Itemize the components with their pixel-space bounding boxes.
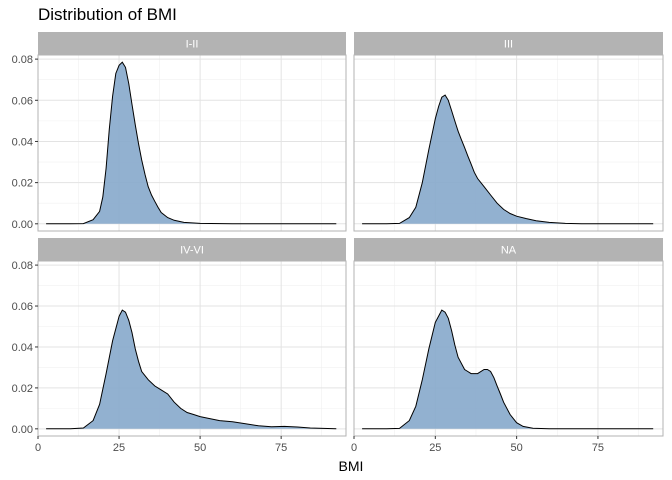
facet-strip [38,238,346,261]
density-line [362,94,654,225]
facet-strip-label: NA [501,245,517,257]
facet-strip-label: III [504,39,513,51]
density-area [46,62,337,224]
y-tick-label: 0.08 [12,54,33,66]
facet-panel-3: NA 0 25 50 75 [351,238,664,454]
facet-strip [354,238,663,261]
panel-background [38,261,346,436]
x-tick-label: 0 [351,442,357,454]
x-axis-title: BMI [339,458,364,474]
facet-panel-1: III [353,32,664,232]
x-tick-label: 25 [113,442,125,454]
facet-panel-0: I-II 0.00 0.02 0.04 0.06 0.08 [12,32,347,232]
density-line [46,61,337,225]
y-tick-label: 0.04 [12,136,33,148]
y-tick-label: 0.04 [12,342,33,354]
x-tick-label: 25 [429,442,441,454]
facet-panel-2: IV-VI 0.00 0.02 0.04 0.06 0.08 0 25 50 75 [12,238,347,454]
y-tick-label: 0.06 [12,95,33,107]
x-tick-label: 75 [592,442,604,454]
density-area [362,310,654,429]
y-tick-label: 0.02 [12,383,33,395]
panel-background [38,55,346,231]
chart-title: Distribution of BMI [38,5,177,24]
density-area [362,95,654,224]
y-tick-label: 0.06 [12,301,33,313]
x-tick-label: 50 [194,442,206,454]
panel-background [354,55,663,231]
density-line [46,309,337,430]
y-tick-label: 0.00 [12,424,33,436]
facet-strip-label: I-II [186,39,199,51]
facet-strip [354,32,663,55]
x-tick-label: 0 [35,442,41,454]
y-tick-label: 0.02 [12,178,33,190]
facet-strip-label: IV-VI [180,245,204,257]
y-tick-label: 0.08 [12,260,33,272]
y-tick-label: 0.00 [12,219,33,231]
density-area [46,310,337,429]
x-tick-label: 50 [511,442,523,454]
x-tick-label: 75 [275,442,287,454]
density-line [362,309,654,430]
panel-background [354,261,663,436]
facet-strip [38,32,346,55]
